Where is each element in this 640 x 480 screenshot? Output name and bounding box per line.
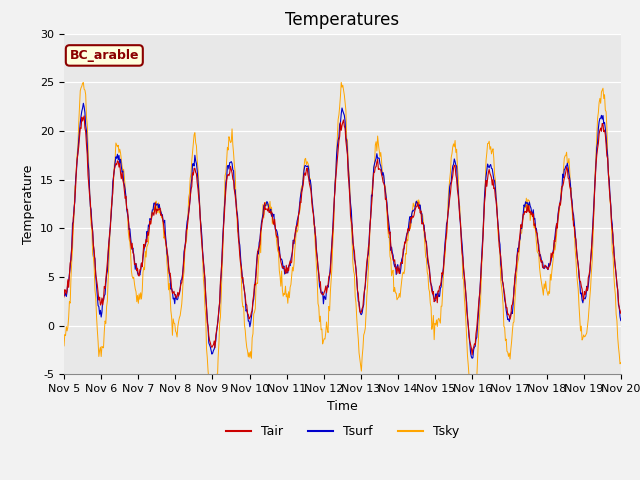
Legend: Tair, Tsurf, Tsky: Tair, Tsurf, Tsky xyxy=(221,420,464,443)
Y-axis label: Temperature: Temperature xyxy=(22,164,35,244)
Title: Temperatures: Temperatures xyxy=(285,11,399,29)
X-axis label: Time: Time xyxy=(327,400,358,413)
Text: BC_arable: BC_arable xyxy=(70,49,139,62)
